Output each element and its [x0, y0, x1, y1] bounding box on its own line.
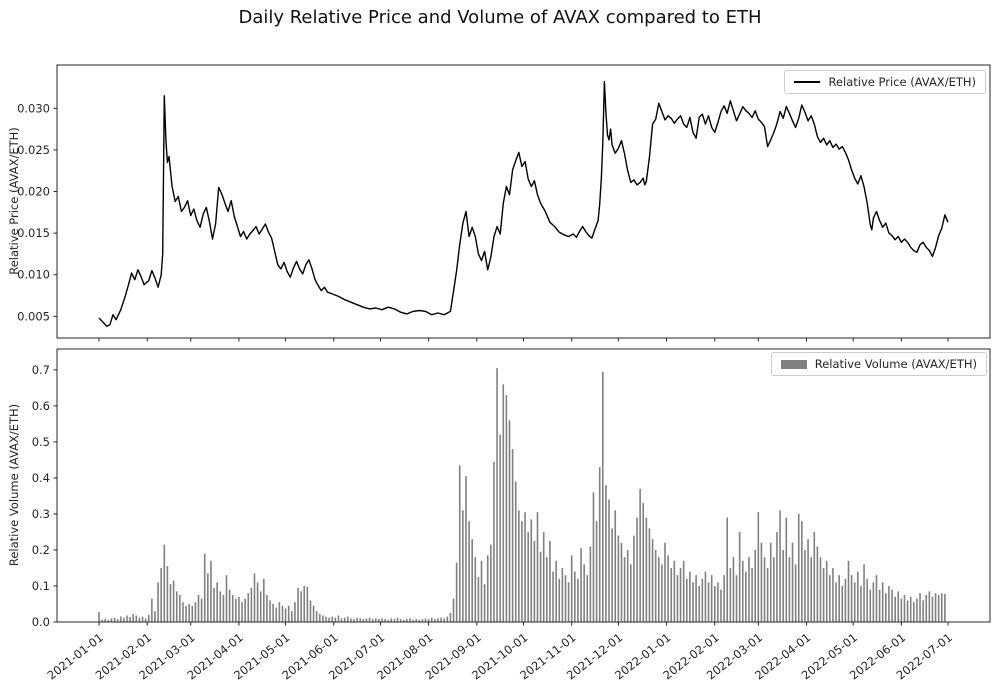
figure-title: Daily Relative Price and Volume of AVAX …: [238, 7, 762, 28]
svg-text:0.0: 0.0: [32, 615, 50, 629]
price-legend: Relative Price (AVAX/ETH): [784, 70, 986, 94]
svg-text:0.3: 0.3: [32, 507, 50, 521]
volume-legend: Relative Volume (AVAX/ETH): [770, 352, 987, 376]
svg-text:0.030: 0.030: [17, 101, 50, 115]
svg-text:0.025: 0.025: [17, 143, 50, 157]
price-legend-label: Relative Price (AVAX/ETH): [828, 75, 976, 89]
svg-text:0.4: 0.4: [32, 471, 50, 485]
line-swatch-icon: [794, 81, 821, 83]
svg-text:0.005: 0.005: [17, 309, 50, 323]
svg-text:0.6: 0.6: [32, 399, 50, 413]
svg-text:0.2: 0.2: [32, 543, 50, 557]
svg-text:0.010: 0.010: [17, 268, 50, 282]
svg-text:0.7: 0.7: [32, 363, 50, 377]
price-axis-label: Relative Price (AVAX/ETH): [7, 127, 21, 275]
svg-text:0.1: 0.1: [32, 579, 50, 593]
svg-text:0.015: 0.015: [17, 226, 50, 240]
bar-swatch-icon: [780, 359, 807, 369]
volume-axis-label: Relative Volume (AVAX/ETH): [7, 403, 21, 567]
svg-text:0.5: 0.5: [32, 435, 50, 449]
volume-legend-label: Relative Volume (AVAX/ETH): [814, 357, 977, 371]
svg-text:0.020: 0.020: [17, 185, 50, 199]
